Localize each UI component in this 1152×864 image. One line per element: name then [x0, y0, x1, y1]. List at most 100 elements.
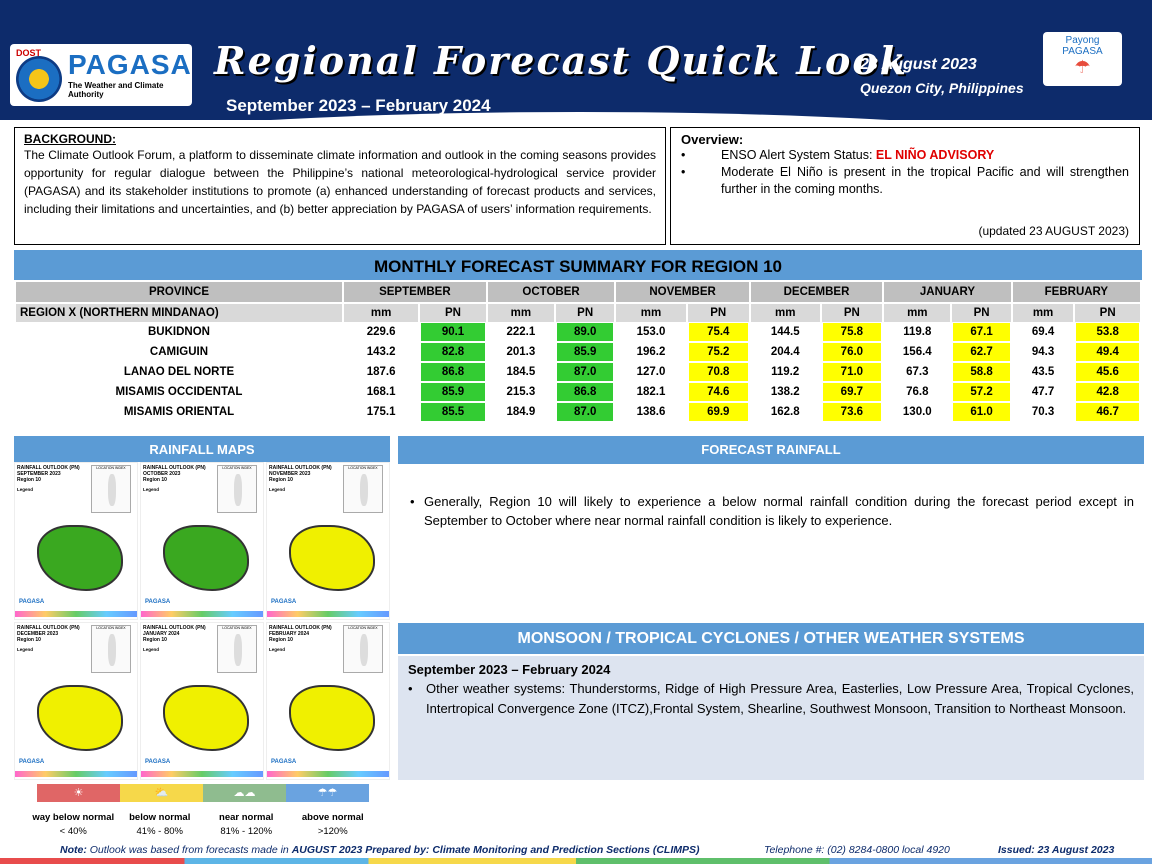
- map-pagasa-logo: PAGASA: [145, 759, 171, 765]
- legend-label: near normal: [219, 812, 274, 823]
- inset-label: LOCATION INDEX: [96, 466, 126, 470]
- mm-cell: 47.7: [1012, 382, 1074, 402]
- map-month: OCTOBER 2023: [143, 471, 181, 477]
- mm-cell: 204.4: [750, 342, 820, 362]
- el-nino-item: Moderate El Niño is present in the tropi…: [681, 164, 1129, 198]
- mm-cell: 69.4: [1012, 322, 1074, 342]
- pn-cell: 71.0: [821, 362, 883, 382]
- map-title: RAINFALL OUTLOOK (PN) JANUARY 2024 Region …: [143, 625, 206, 643]
- map-title-text: RAINFALL OUTLOOK (PN): [143, 465, 206, 471]
- legend-item: below normal 41% - 80%: [117, 812, 204, 837]
- location-index-inset: LOCATION INDEX: [91, 465, 131, 513]
- dost-label: DOST: [16, 48, 42, 58]
- background-box: BACKGROUND: The Climate Outlook Forum, a…: [14, 127, 666, 245]
- province-name: BUKIDNON: [16, 322, 342, 342]
- map-legend: Legend: [17, 487, 33, 492]
- map-legend-title: Legend: [17, 647, 34, 652]
- map-month: DECEMBER 2023: [17, 631, 59, 637]
- month-header: OCTOBER: [487, 282, 615, 302]
- mm-cell: 138.2: [750, 382, 820, 402]
- monsoon-box: September 2023 – February 2024 Other wea…: [398, 656, 1144, 780]
- province-name: CAMIGUIN: [16, 342, 342, 362]
- map-region: Region 10: [17, 477, 41, 483]
- mm-header: mm: [616, 302, 686, 322]
- pn-header: PN: [555, 302, 615, 322]
- mm-cell: 43.5: [1012, 362, 1074, 382]
- table-row: MISAMIS ORIENTAL 175.1 85.5 184.9 87.0 138.6 6…: [16, 402, 1140, 422]
- mm-cell: 168.1: [344, 382, 419, 402]
- payong-pagasa-logo: Payong PAGASA ☂: [1043, 32, 1122, 86]
- pn-cell: 86.8: [420, 362, 486, 382]
- map-region: Region 10: [269, 477, 293, 483]
- month-header: DECEMBER: [750, 282, 883, 302]
- enso-status-item: ENSO Alert System Status: EL NIÑO ADVISO…: [681, 147, 1129, 164]
- pn-cell: 67.1: [952, 322, 1011, 342]
- pn-cell: 87.0: [555, 362, 615, 382]
- map-region: Region 10: [143, 637, 167, 643]
- map-month: NOVEMBER 2023: [269, 471, 311, 477]
- map-pagasa-logo: PAGASA: [271, 599, 297, 605]
- issue-place: Quezon City, Philippines: [860, 80, 1024, 96]
- mm-cell: 215.3: [487, 382, 554, 402]
- monsoon-text: Other weather systems: Thunderstorms, Ri…: [408, 679, 1134, 719]
- map-legend: Legend: [269, 647, 285, 652]
- pn-cell: 53.8: [1075, 322, 1140, 342]
- pn-cell: 70.8: [687, 362, 749, 382]
- rainfall-map: RAINFALL OUTLOOK (PN) FEBRUARY 2024 Region…: [266, 622, 390, 780]
- rainfall-legend-bar: ☀ ⛅ ☁☁ ☂☂: [37, 784, 369, 802]
- overview-title: Overview:: [681, 132, 744, 147]
- legend-label: below normal: [129, 812, 191, 823]
- table-row: MISAMIS OCCIDENTAL 168.1 85.9 215.3 86.8 182.…: [16, 382, 1140, 402]
- mm-cell: 119.8: [884, 322, 951, 342]
- map-title-text: RAINFALL OUTLOOK (PN): [269, 465, 332, 471]
- rainfall-map: RAINFALL OUTLOOK (PN) SEPTEMBER 2023 Regio…: [14, 462, 138, 620]
- background-title: BACKGROUND:: [24, 132, 116, 146]
- monsoon-title: MONSOON / TROPICAL CYCLONES / OTHER WEAT…: [398, 623, 1144, 654]
- legend-label: above normal: [301, 812, 364, 823]
- map-legend-title: Legend: [143, 647, 160, 652]
- pn-cell: 76.0: [821, 342, 883, 362]
- province-name: LANAO DEL NORTE: [16, 362, 342, 382]
- forecast-table: PROVINCE SEPTEMBER OCTOBER NOVEMBER DECE…: [14, 282, 1142, 422]
- pn-cell: 85.9: [420, 382, 486, 402]
- mm-header: mm: [884, 302, 951, 322]
- map-color-strip: [15, 611, 137, 617]
- footer-telephone: Telephone #: (02) 8284-0800 local 4920: [764, 844, 950, 856]
- rainfall-map: RAINFALL OUTLOOK (PN) DECEMBER 2023 Region…: [14, 622, 138, 780]
- map-title: RAINFALL OUTLOOK (PN) OCTOBER 2023 Region …: [143, 465, 206, 483]
- mm-cell: 156.4: [884, 342, 951, 362]
- region-10-shape: [37, 685, 123, 751]
- mm-cell: 94.3: [1012, 342, 1074, 362]
- table-row: CAMIGUIN 143.2 82.8 201.3 85.9 196.2 75.2 204.4…: [16, 342, 1140, 362]
- pn-header: PN: [420, 302, 486, 322]
- map-month: JANUARY 2024: [143, 631, 180, 637]
- footer-note: Note: Outlook was based from forecasts m…: [60, 844, 700, 856]
- map-region: Region 10: [143, 477, 167, 483]
- map-legend: Legend: [17, 647, 33, 652]
- map-pagasa-logo: PAGASA: [271, 759, 297, 765]
- mm-cell: 70.3: [1012, 402, 1074, 422]
- sun-icon: ☀: [37, 784, 120, 802]
- forecast-period: September 2023 – February 2024: [226, 96, 491, 115]
- map-month: SEPTEMBER 2023: [17, 471, 61, 477]
- pagasa-seal-icon: [16, 56, 62, 102]
- map-pagasa-logo: PAGASA: [19, 599, 45, 605]
- page-title: Regional Forecast Quick Look: [214, 38, 909, 83]
- pn-cell: 42.8: [1075, 382, 1140, 402]
- rainfall-map: RAINFALL OUTLOOK (PN) OCTOBER 2023 Region …: [140, 462, 264, 620]
- cloud-icon: ☁☁: [203, 784, 286, 802]
- mm-cell: 67.3: [884, 362, 951, 382]
- mm-cell: 130.0: [884, 402, 951, 422]
- mm-cell: 182.1: [616, 382, 686, 402]
- map-title-text: RAINFALL OUTLOOK (PN): [143, 625, 206, 631]
- enso-label: ENSO Alert System Status:: [721, 148, 876, 162]
- map-legend: Legend: [143, 647, 159, 652]
- region-10-shape: [163, 525, 249, 591]
- footer: Note: Outlook was based from forecasts m…: [0, 842, 1152, 864]
- pn-cell: 75.4: [687, 322, 749, 342]
- pagasa-logo: PAGASA The Weather and Climate Authority: [10, 44, 192, 106]
- map-legend: Legend: [269, 487, 285, 492]
- province-name: MISAMIS ORIENTAL: [16, 402, 342, 422]
- map-legend-title: Legend: [143, 487, 160, 492]
- map-region: Region 10: [269, 637, 293, 643]
